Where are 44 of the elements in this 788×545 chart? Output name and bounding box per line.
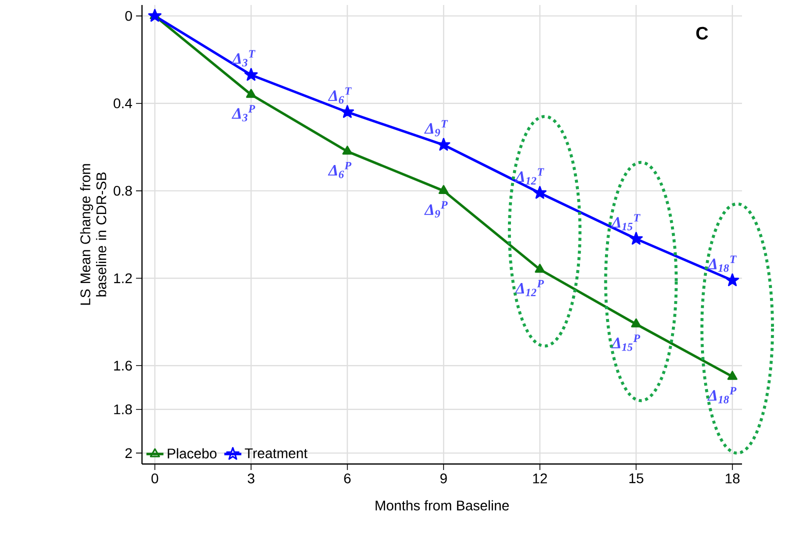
y-tick-label: 1.8	[114, 404, 132, 414]
annotation: Δ$_{18}$P	[707, 387, 736, 404]
annotation: C	[696, 26, 708, 40]
annotation: Δ$_{12}$P	[514, 280, 544, 296]
point	[727, 370, 738, 380]
point	[342, 146, 352, 155]
x-tick-label: 12	[533, 473, 547, 484]
x-tick-label: 6	[344, 473, 351, 484]
point	[438, 185, 449, 194]
x-tick-label: 18	[726, 473, 740, 484]
point	[244, 68, 258, 81]
legend-label: Treatment	[244, 448, 308, 458]
point	[533, 186, 547, 199]
y-tick-label: 2	[125, 448, 132, 458]
annotation: Δ$_{6}$P	[328, 162, 352, 178]
y-tick-label: 0.8	[114, 186, 132, 196]
x-axis-title: Months from Baseline	[376, 500, 509, 510]
annotation: Δ$_{9}$T	[424, 120, 448, 136]
annotation: Δ$_{15}$T	[611, 214, 640, 230]
x-tick-label: 15	[629, 474, 644, 484]
y-tick-label: 0.4	[114, 98, 132, 108]
x-tick-label: 3	[248, 473, 254, 484]
annotation: Δ$_{3}$T	[232, 50, 256, 66]
legend-label: Placebo	[168, 448, 216, 458]
point	[534, 264, 545, 273]
point	[246, 88, 256, 98]
annotation: Δ$_{3}$P	[232, 105, 256, 122]
point	[629, 232, 643, 245]
y-tick-label: 1.2	[114, 273, 132, 284]
point	[148, 8, 162, 22]
point	[726, 273, 740, 286]
annotation: Δ$_{18}$T	[707, 256, 737, 272]
annotation: Δ$_{12}$T	[514, 168, 544, 184]
x-tick-label: 0	[152, 473, 158, 484]
point	[631, 318, 642, 328]
point	[436, 138, 450, 151]
y-axis-title: LS Mean Change from baseline in CDR-SB	[80, 164, 106, 305]
point	[340, 105, 354, 118]
y-tick-label: 0	[125, 10, 132, 21]
annotation: Δ$_{6}$T	[328, 87, 352, 104]
x-tick-label: 9	[440, 473, 447, 484]
y-tick-label: 1.6	[114, 360, 132, 371]
annotation: Δ$_{9}$P	[424, 201, 448, 218]
annotation: Δ$_{15}$P	[611, 334, 640, 351]
